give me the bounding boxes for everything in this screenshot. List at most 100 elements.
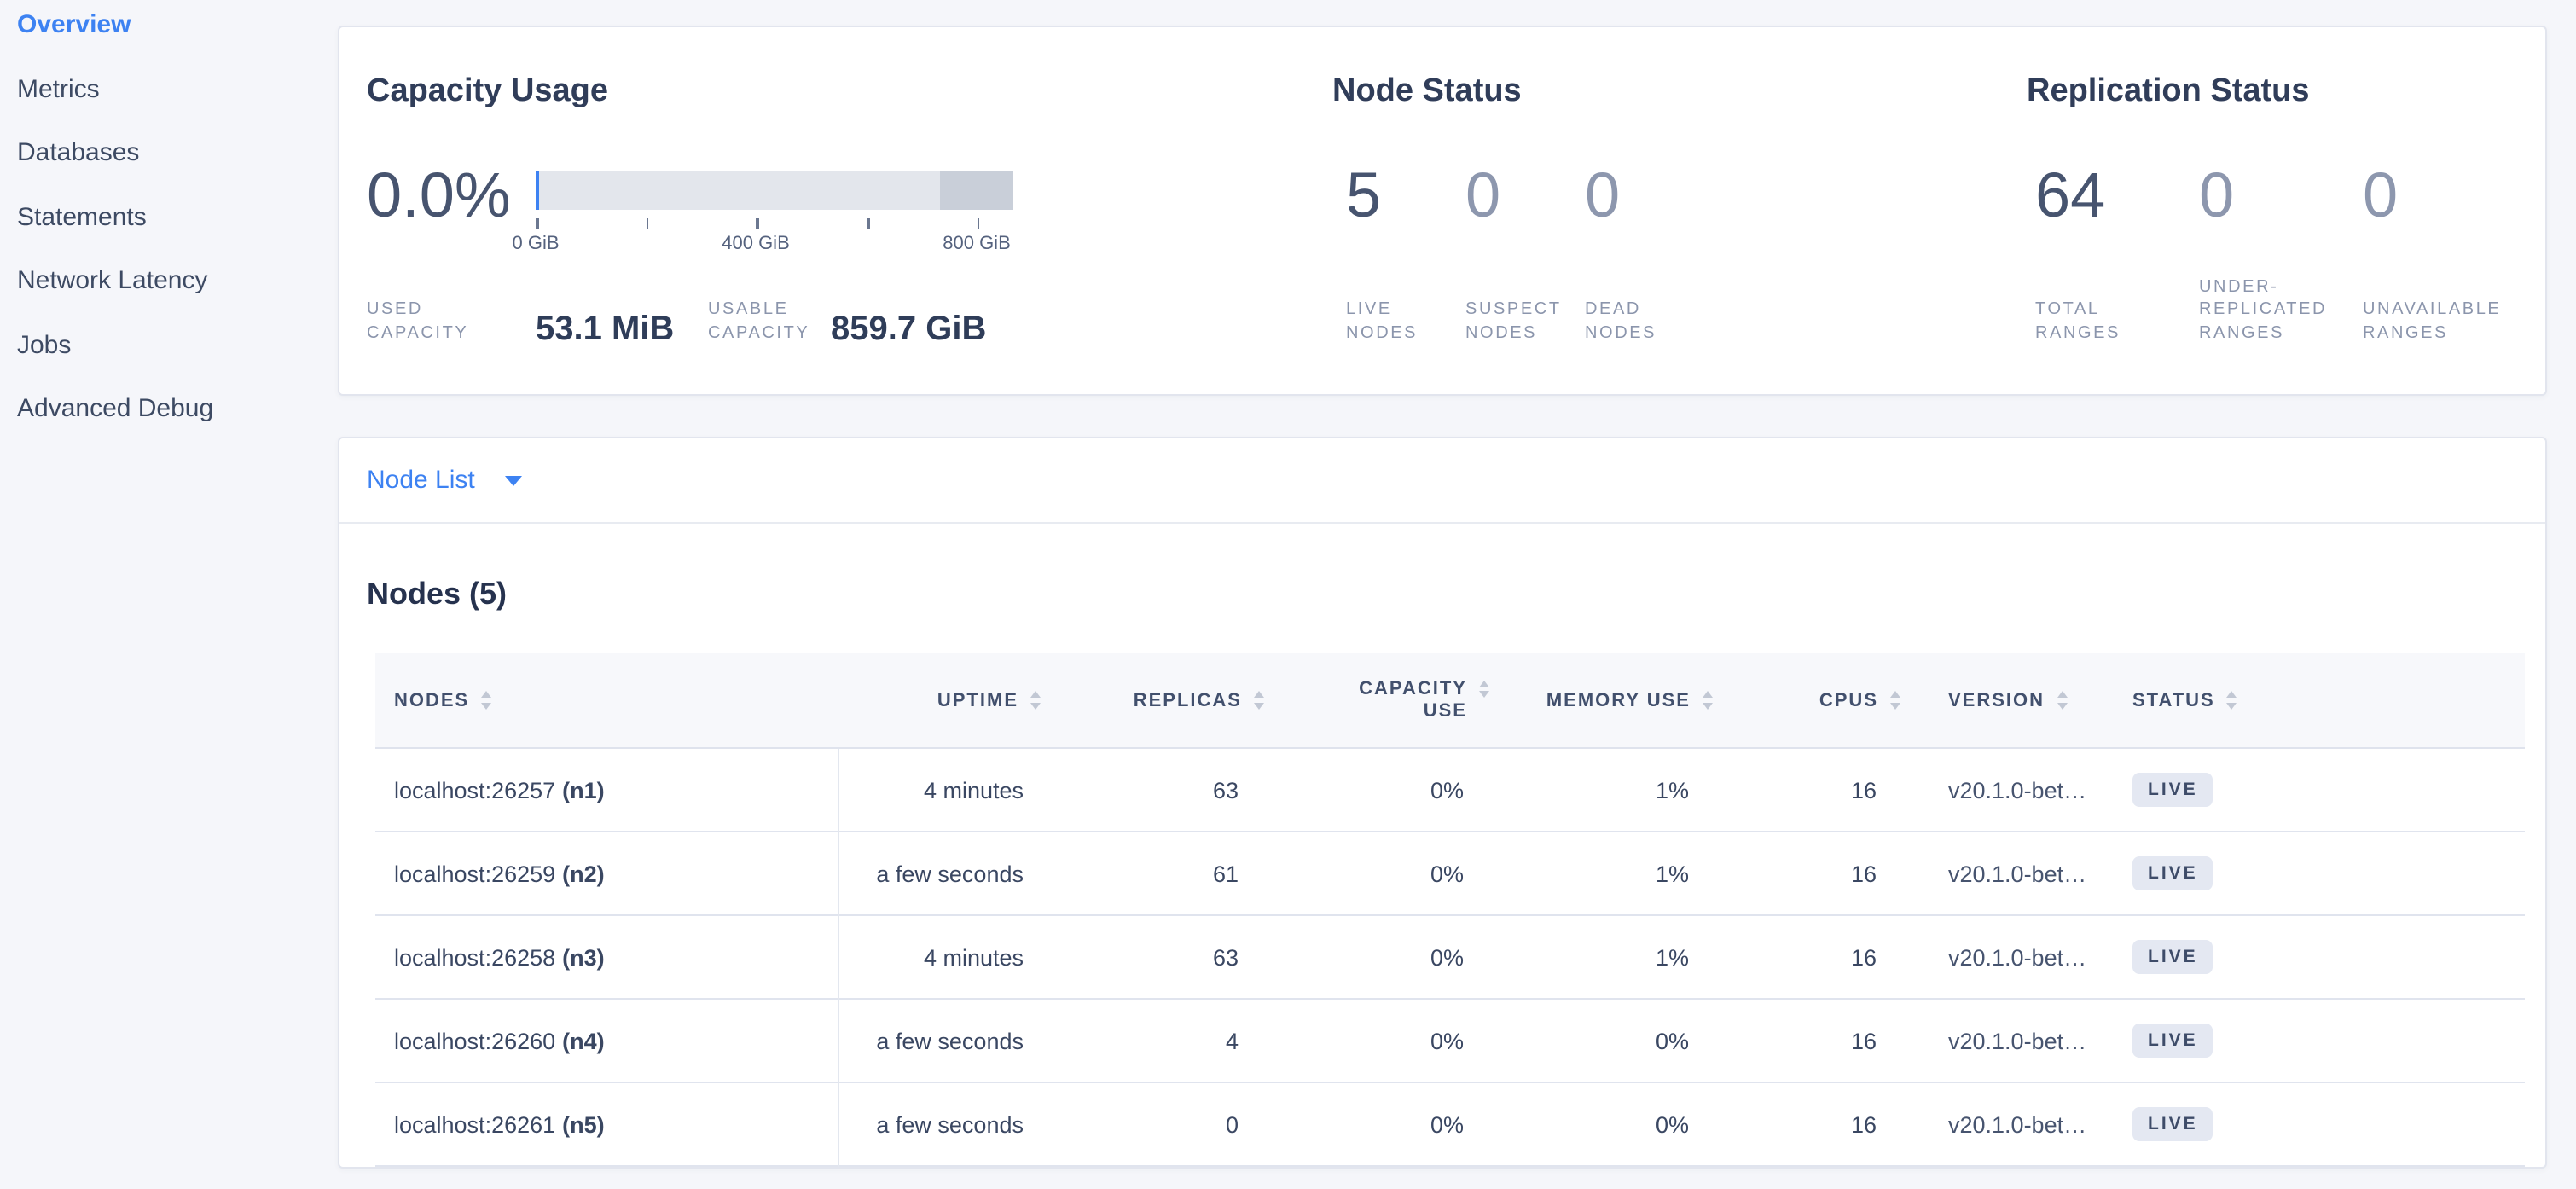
node-list-header-bar: Node List [339, 438, 2545, 524]
under-replicated-ranges-label: UNDER-REPLICATED RANGES [2199, 277, 2328, 342]
column-header-replicas[interactable]: REPLICAS [1041, 653, 1264, 747]
node-id: (n4) [562, 1028, 605, 1053]
gauge-tick-label: 800 GiB [943, 234, 1011, 254]
version-link[interactable]: v20.1.0-bet… [1948, 861, 2087, 886]
cpus-cell: 16 [1850, 1028, 1877, 1053]
column-header-memory-use[interactable]: MEMORY USE [1489, 653, 1713, 747]
version-link[interactable]: v20.1.0-bet… [1948, 1111, 2087, 1137]
node-list-card: Node List Nodes (5) NODES UPTIME REPLICA… [338, 437, 2547, 1169]
sort-icon [481, 691, 492, 710]
nodes-column-divider [838, 749, 839, 1167]
sidebar-item-databases[interactable]: Databases [17, 138, 140, 168]
nodes-heading: Nodes (5) [367, 577, 508, 611]
capacity-use-cell: 0% [1430, 1111, 1464, 1137]
uptime-cell: a few seconds [876, 1028, 1024, 1053]
replication-status-title: Replication Status [2027, 73, 2310, 109]
node-id: (n1) [562, 777, 605, 803]
sort-icon [2226, 691, 2237, 710]
column-header-status[interactable]: STATUS [2124, 653, 2524, 747]
column-header-uptime[interactable]: UPTIME [838, 653, 1041, 747]
status-badge: LIVE [2132, 940, 2213, 974]
node-cell: localhost:26261 (n5) [375, 1111, 838, 1137]
node-address-link[interactable]: localhost:26261 [394, 1111, 556, 1137]
sidebar-item-metrics[interactable]: Metrics [17, 74, 100, 104]
node-address-link[interactable]: localhost:26257 [394, 777, 556, 803]
status-badge: LIVE [2132, 1107, 2213, 1141]
nodes-table-header: NODES UPTIME REPLICAS CAPACITY USE MEMOR… [375, 653, 2524, 749]
memory-use-cell: 0% [1655, 1028, 1689, 1053]
gauge-tick [536, 218, 538, 229]
gauge-tick-label: 400 GiB [722, 234, 790, 254]
table-row: localhost:26258 (n3) 4 minutes 63 0% 1% 1… [375, 916, 2524, 1000]
version-cell: v20.1.0-bet… [1900, 1028, 2124, 1053]
uptime-cell: a few seconds [876, 861, 1024, 886]
live-nodes-value: 5 [1346, 160, 1382, 230]
node-cell: localhost:26257 (n1) [375, 777, 838, 803]
replicas-cell: 61 [1212, 861, 1239, 886]
usable-capacity-label: USABLE CAPACITY [708, 300, 810, 342]
status-badge: LIVE [2132, 856, 2213, 890]
node-id: (n3) [562, 944, 605, 970]
column-header-version[interactable]: VERSION [1900, 653, 2124, 747]
unavailable-ranges-label: UNAVAILABLE RANGES [2363, 300, 2502, 342]
sidebar-item-overview[interactable]: Overview [17, 10, 131, 40]
suspect-nodes-value: 0 [1465, 160, 1501, 230]
sort-icon [1890, 691, 1900, 710]
table-row: localhost:26257 (n1) 4 minutes 63 0% 1% 1… [375, 749, 2524, 832]
capacity-use-cell: 0% [1430, 944, 1464, 970]
status-cell: LIVE [2124, 773, 2524, 807]
status-cell: LIVE [2124, 1024, 2524, 1058]
status-cell: LIVE [2124, 940, 2524, 974]
version-link[interactable]: v20.1.0-bet… [1948, 777, 2087, 803]
column-header-capacity-use[interactable]: CAPACITY USE [1264, 653, 1489, 747]
node-address-link[interactable]: localhost:26260 [394, 1028, 556, 1053]
total-ranges-label: TOTAL RANGES [2035, 300, 2121, 342]
replicas-cell: 4 [1225, 1028, 1239, 1053]
usable-capacity-value: 859.7 GiB [831, 310, 987, 348]
cpus-cell: 16 [1850, 944, 1877, 970]
sort-icon [1254, 691, 1264, 710]
memory-use-cell: 1% [1655, 861, 1689, 886]
table-row: localhost:26260 (n4) a few seconds 4 0% 0… [375, 1000, 2524, 1083]
node-cell: localhost:26260 (n4) [375, 1028, 838, 1053]
node-list-dropdown[interactable]: Node List [367, 466, 523, 495]
under-replicated-ranges-value: 0 [2199, 160, 2235, 230]
column-header-nodes[interactable]: NODES [375, 653, 838, 747]
unavailable-ranges-value: 0 [2363, 160, 2399, 230]
nodes-table: NODES UPTIME REPLICAS CAPACITY USE MEMOR… [375, 653, 2524, 1167]
gauge-tick-label: 0 GiB [512, 234, 560, 254]
cpus-cell: 16 [1850, 1111, 1877, 1137]
node-address-link[interactable]: localhost:26259 [394, 861, 556, 886]
replicas-cell: 0 [1225, 1111, 1239, 1137]
dead-nodes-value: 0 [1585, 160, 1621, 230]
version-cell: v20.1.0-bet… [1900, 944, 2124, 970]
uptime-cell: 4 minutes [923, 944, 1024, 970]
sidebar-item-jobs[interactable]: Jobs [17, 330, 72, 360]
sidebar-item-network-latency[interactable]: Network Latency [17, 266, 208, 296]
capacity-use-cell: 0% [1430, 1028, 1464, 1053]
sidebar: Overview Metrics Databases Statements Ne… [0, 0, 338, 1189]
cpus-cell: 16 [1850, 861, 1877, 886]
uptime-cell: a few seconds [876, 1111, 1024, 1137]
gauge-tick [646, 218, 648, 229]
cpus-cell: 16 [1850, 777, 1877, 803]
version-link[interactable]: v20.1.0-bet… [1948, 944, 2087, 970]
version-link[interactable]: v20.1.0-bet… [1948, 1028, 2087, 1053]
node-address-link[interactable]: localhost:26258 [394, 944, 556, 970]
live-nodes-label: LIVE NODES [1346, 300, 1419, 342]
replicas-cell: 63 [1212, 944, 1239, 970]
used-capacity-label: USED CAPACITY [367, 300, 469, 342]
sidebar-item-advanced-debug[interactable]: Advanced Debug [17, 394, 214, 424]
sidebar-item-statements[interactable]: Statements [17, 202, 147, 232]
capacity-gauge [535, 171, 1012, 210]
column-header-cpus[interactable]: CPUS [1713, 653, 1900, 747]
nodes-table-body: localhost:26257 (n1) 4 minutes 63 0% 1% 1… [375, 749, 2524, 1167]
node-status-title: Node Status [1332, 73, 1522, 109]
uptime-cell: 4 minutes [923, 777, 1024, 803]
capacity-gauge-reserved-segment [940, 171, 1012, 210]
node-cell: localhost:26259 (n2) [375, 861, 838, 886]
node-cell: localhost:26258 (n3) [375, 944, 838, 970]
capacity-use-cell: 0% [1430, 777, 1464, 803]
sort-icon [1703, 691, 1713, 710]
gauge-tick [756, 218, 758, 229]
